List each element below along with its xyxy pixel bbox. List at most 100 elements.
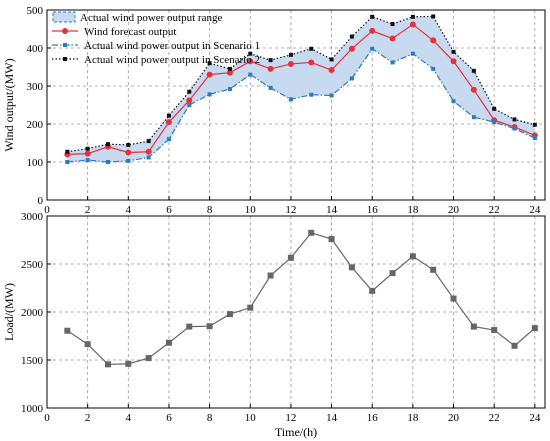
wind-series-2-point [370, 14, 375, 19]
legend-scenario2-label: Actual wind power output in Scenario 2 [84, 54, 260, 66]
wind-panel-frame [46, 9, 546, 201]
wind-x-tick-label: 18 [407, 204, 419, 216]
load-series-0-point [145, 355, 152, 362]
wind-series-2-point [471, 68, 476, 73]
wind-series-1-point [248, 72, 253, 77]
load-series-0-point [247, 304, 254, 311]
wind-series-1-point [105, 160, 110, 164]
load-series-0-point [165, 339, 172, 346]
wind-series-0-point [287, 60, 294, 67]
wind-series-2-point [451, 49, 456, 54]
wind-series-0-point [186, 97, 193, 104]
wind-series-0-point [430, 37, 437, 44]
wind-series-2-point [207, 61, 212, 66]
load-x-tick-label: 22 [489, 412, 500, 424]
wind-series-0-point [267, 65, 274, 72]
wind-series-0-point [470, 86, 477, 93]
load-x-tick-label: 6 [166, 412, 172, 424]
load-x-tick-label: 14 [326, 412, 338, 424]
load-y-tick-label: 2000 [21, 307, 44, 319]
load-series-0-point [430, 266, 437, 273]
wind-series-0-point [125, 149, 132, 156]
load-panel-series [64, 229, 538, 368]
wind-series-0-point [450, 58, 457, 65]
wind-series-0-point [84, 150, 91, 157]
wind-series-1-point [309, 92, 314, 97]
wind-series-1-point [410, 51, 415, 56]
wind-series-0-point [226, 69, 233, 76]
load-panel-ticks: 0 2 4 6 8 10 12 14 16 18 20 22 241000150020002500300… [21, 211, 541, 424]
legend-range-label: Actual wind power output range [80, 12, 222, 24]
wind-series-1-point [431, 66, 436, 71]
wind-x-tick-label: 2 [85, 204, 91, 216]
load-x-tick-label: 16 [367, 412, 379, 424]
wind-x-tick-label: 14 [326, 204, 338, 216]
load-series-0-point [308, 229, 315, 236]
wind-series-1-point [329, 93, 334, 98]
load-series-0-point [491, 327, 498, 334]
load-series-0-point [409, 253, 416, 260]
wind-y-tick-label: 400 [27, 43, 44, 55]
load-series-0-point [125, 360, 132, 367]
wind-series-2-line [67, 15, 535, 153]
wind-series-2-point [227, 66, 232, 71]
load-series-0-point [64, 327, 71, 334]
wind-series-1-point [268, 85, 273, 90]
wind-series-1-point [187, 103, 192, 107]
wind-series-2-point [431, 14, 436, 19]
legend-scenario1-marker [63, 43, 67, 47]
wind-series-0-point [348, 45, 355, 52]
wind-x-tick-label: 6 [166, 204, 172, 216]
load-panel: 0 2 4 6 8 10 12 14 16 18 20 22 241000150020002500300… [2, 211, 546, 439]
load-series-0-point [369, 287, 376, 294]
legend-forecast-marker [62, 28, 68, 34]
load-series-0-point [104, 361, 111, 368]
wind-series-0-point [409, 21, 416, 28]
wind-series-1-point [390, 60, 395, 65]
wind-series-2-point [105, 142, 110, 147]
load-x-tick-label: 10 [245, 412, 257, 424]
wind-series-2-point [532, 122, 537, 127]
wind-series-1-point [146, 155, 151, 160]
wind-series-1-point [227, 87, 232, 92]
load-series-0-point [450, 295, 457, 302]
load-x-tick-label: 12 [285, 412, 296, 424]
wind-series-1-point [532, 136, 537, 141]
load-x-tick-label: 18 [407, 412, 419, 424]
load-y-axis-label: Load/(MW) [2, 283, 16, 341]
wind-series-1-line [67, 47, 536, 163]
legend-forecast-label: Wind forecast output [84, 26, 176, 38]
legend-scenario2-marker [63, 57, 67, 61]
wind-series-0-line [67, 23, 536, 155]
load-series-0-point [531, 325, 538, 332]
wind-series-2-point [390, 22, 395, 27]
load-x-tick-label: 8 [207, 412, 213, 424]
wind-series-1-point [288, 97, 293, 102]
load-series-0-point [84, 341, 91, 348]
wind-series-1-point [207, 92, 212, 97]
load-series-0-point [328, 236, 335, 243]
wind-y-tick-label: 200 [27, 119, 44, 131]
load-series-0-point [206, 323, 213, 330]
wind-series-0-point [369, 27, 376, 34]
wind-series-1-point [166, 137, 171, 142]
wind-y-tick-label: 300 [27, 81, 44, 93]
load-series-0-point [470, 323, 477, 330]
load-x-tick-label: 0 [44, 412, 50, 424]
wind-x-tick-label: 8 [207, 204, 213, 216]
wind-x-tick-label: 24 [529, 204, 541, 216]
wind-series-1-point [492, 120, 497, 125]
wind-series-2-point [329, 57, 334, 62]
wind-series-0-point [308, 59, 315, 66]
load-panel-grid [47, 216, 545, 408]
load-y-tick-label: 3000 [21, 211, 44, 223]
wind-series-1-point [126, 158, 131, 163]
wind-series-1-point [85, 158, 90, 163]
wind-series-1-point [370, 46, 375, 51]
load-series-0-point [389, 270, 396, 277]
wind-series-0-point [389, 35, 396, 42]
wind-panel-series [64, 14, 538, 164]
wind-series-2-point [349, 34, 354, 39]
